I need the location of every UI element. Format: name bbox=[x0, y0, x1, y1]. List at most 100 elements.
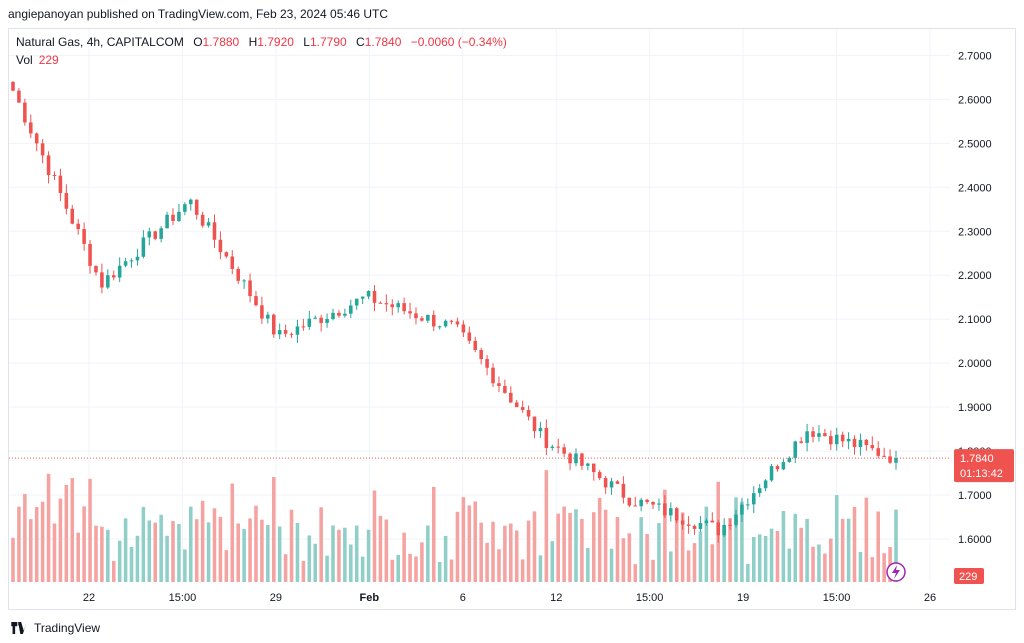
candle-body bbox=[461, 324, 466, 333]
volume-bar bbox=[396, 554, 400, 582]
candle-body bbox=[639, 499, 643, 507]
candle-body bbox=[550, 446, 555, 448]
volume-bar bbox=[734, 497, 738, 582]
footer: TradingView bbox=[10, 619, 100, 637]
candle-body bbox=[467, 332, 472, 341]
volume-bar bbox=[597, 497, 602, 582]
volume-bar bbox=[354, 525, 359, 582]
candle-body bbox=[597, 472, 602, 479]
candle-body bbox=[200, 214, 205, 226]
candle-body bbox=[46, 155, 51, 175]
x-tick-label: 26 bbox=[924, 592, 936, 604]
volume-bar bbox=[526, 520, 531, 582]
candle-body bbox=[76, 223, 80, 230]
volume-bar bbox=[271, 477, 276, 582]
candle-body bbox=[645, 499, 649, 502]
y-tick-label: 2.4000 bbox=[958, 182, 992, 194]
candle-body bbox=[473, 340, 478, 350]
volume-bar bbox=[70, 478, 75, 582]
volume-label[interactable]: Vol bbox=[16, 53, 33, 67]
volume-bar bbox=[485, 542, 489, 582]
candle-body bbox=[757, 488, 762, 494]
volume-bar bbox=[722, 525, 726, 582]
volume-bar bbox=[651, 559, 655, 582]
candle-body bbox=[349, 305, 353, 314]
volume-bar bbox=[431, 486, 436, 582]
volume-bar bbox=[461, 497, 466, 582]
candle-body bbox=[40, 143, 45, 156]
candle-body bbox=[669, 508, 673, 516]
legend-ohlc-row: Natural Gas, 4h, CAPITALCOM O1.7880 H1.7… bbox=[16, 33, 507, 51]
candle-body bbox=[858, 439, 863, 447]
candle-body bbox=[289, 333, 294, 335]
candle-body bbox=[455, 321, 460, 325]
volume-bar bbox=[420, 542, 424, 582]
volume-bar bbox=[645, 534, 649, 582]
candle-body bbox=[313, 317, 318, 319]
volume-bar bbox=[704, 506, 709, 582]
volume-bar bbox=[319, 507, 323, 582]
candle-body bbox=[817, 433, 821, 437]
candle-body bbox=[852, 438, 857, 447]
x-tick-label: 29 bbox=[270, 592, 282, 604]
y-tick-label: 2.3000 bbox=[958, 226, 992, 238]
candle-body bbox=[319, 317, 323, 323]
volume-bar bbox=[639, 517, 643, 582]
volume-bar bbox=[467, 505, 472, 582]
candle-body bbox=[171, 214, 175, 221]
x-tick-label: 6 bbox=[460, 592, 466, 604]
volume-bar bbox=[236, 523, 240, 582]
x-tick-label: 15:00 bbox=[823, 592, 851, 604]
volume-bar bbox=[206, 522, 211, 582]
volume-bar bbox=[34, 506, 39, 582]
volume-bar bbox=[532, 511, 537, 582]
volume-bar bbox=[805, 518, 809, 582]
volume-bar bbox=[46, 473, 51, 582]
candle-body bbox=[236, 268, 240, 281]
candle-body bbox=[479, 349, 483, 360]
candle-body bbox=[514, 402, 519, 408]
volume-bar bbox=[763, 535, 768, 582]
volume-bar bbox=[811, 546, 815, 582]
volume-bar bbox=[390, 559, 395, 582]
close-value: 1.7840 bbox=[364, 35, 402, 49]
candle-body bbox=[840, 434, 845, 442]
x-tick-label: 15:00 bbox=[636, 592, 664, 604]
candle-body bbox=[218, 239, 223, 253]
volume-bar bbox=[218, 516, 223, 582]
candle-body bbox=[384, 303, 389, 305]
x-tick-label: 22 bbox=[83, 592, 95, 604]
candle-body bbox=[846, 438, 851, 442]
candle-body bbox=[443, 320, 448, 327]
candle-body bbox=[781, 462, 786, 470]
candle-body bbox=[876, 448, 880, 456]
candle-body bbox=[100, 272, 104, 288]
x-tick-label: 15:00 bbox=[169, 592, 197, 604]
last-price-badge bbox=[954, 449, 1014, 483]
candle-body bbox=[254, 296, 258, 306]
volume-bar bbox=[408, 553, 412, 582]
volume-bar bbox=[509, 523, 513, 582]
volume-bar bbox=[894, 509, 898, 582]
candle-body bbox=[331, 312, 335, 319]
volume-bar bbox=[740, 501, 744, 582]
candle-body bbox=[674, 508, 679, 521]
candle-body bbox=[769, 466, 774, 481]
volume-bar bbox=[147, 520, 152, 582]
volume-bar bbox=[177, 523, 181, 582]
volume-bar bbox=[680, 512, 685, 582]
volume-bar bbox=[111, 560, 116, 582]
volume-bar bbox=[106, 529, 110, 582]
candle-body bbox=[864, 439, 869, 446]
candle-body bbox=[117, 265, 122, 278]
candle-body bbox=[574, 453, 578, 464]
volume-bar bbox=[325, 555, 329, 582]
volume-bar bbox=[793, 513, 798, 582]
symbol-label[interactable]: Natural Gas, 4h, CAPITALCOM bbox=[16, 35, 184, 49]
volume-bar bbox=[289, 509, 294, 582]
candle-body bbox=[621, 483, 626, 498]
volume-bar bbox=[94, 525, 98, 582]
volume-bar bbox=[153, 522, 158, 582]
candle-body bbox=[888, 456, 892, 463]
